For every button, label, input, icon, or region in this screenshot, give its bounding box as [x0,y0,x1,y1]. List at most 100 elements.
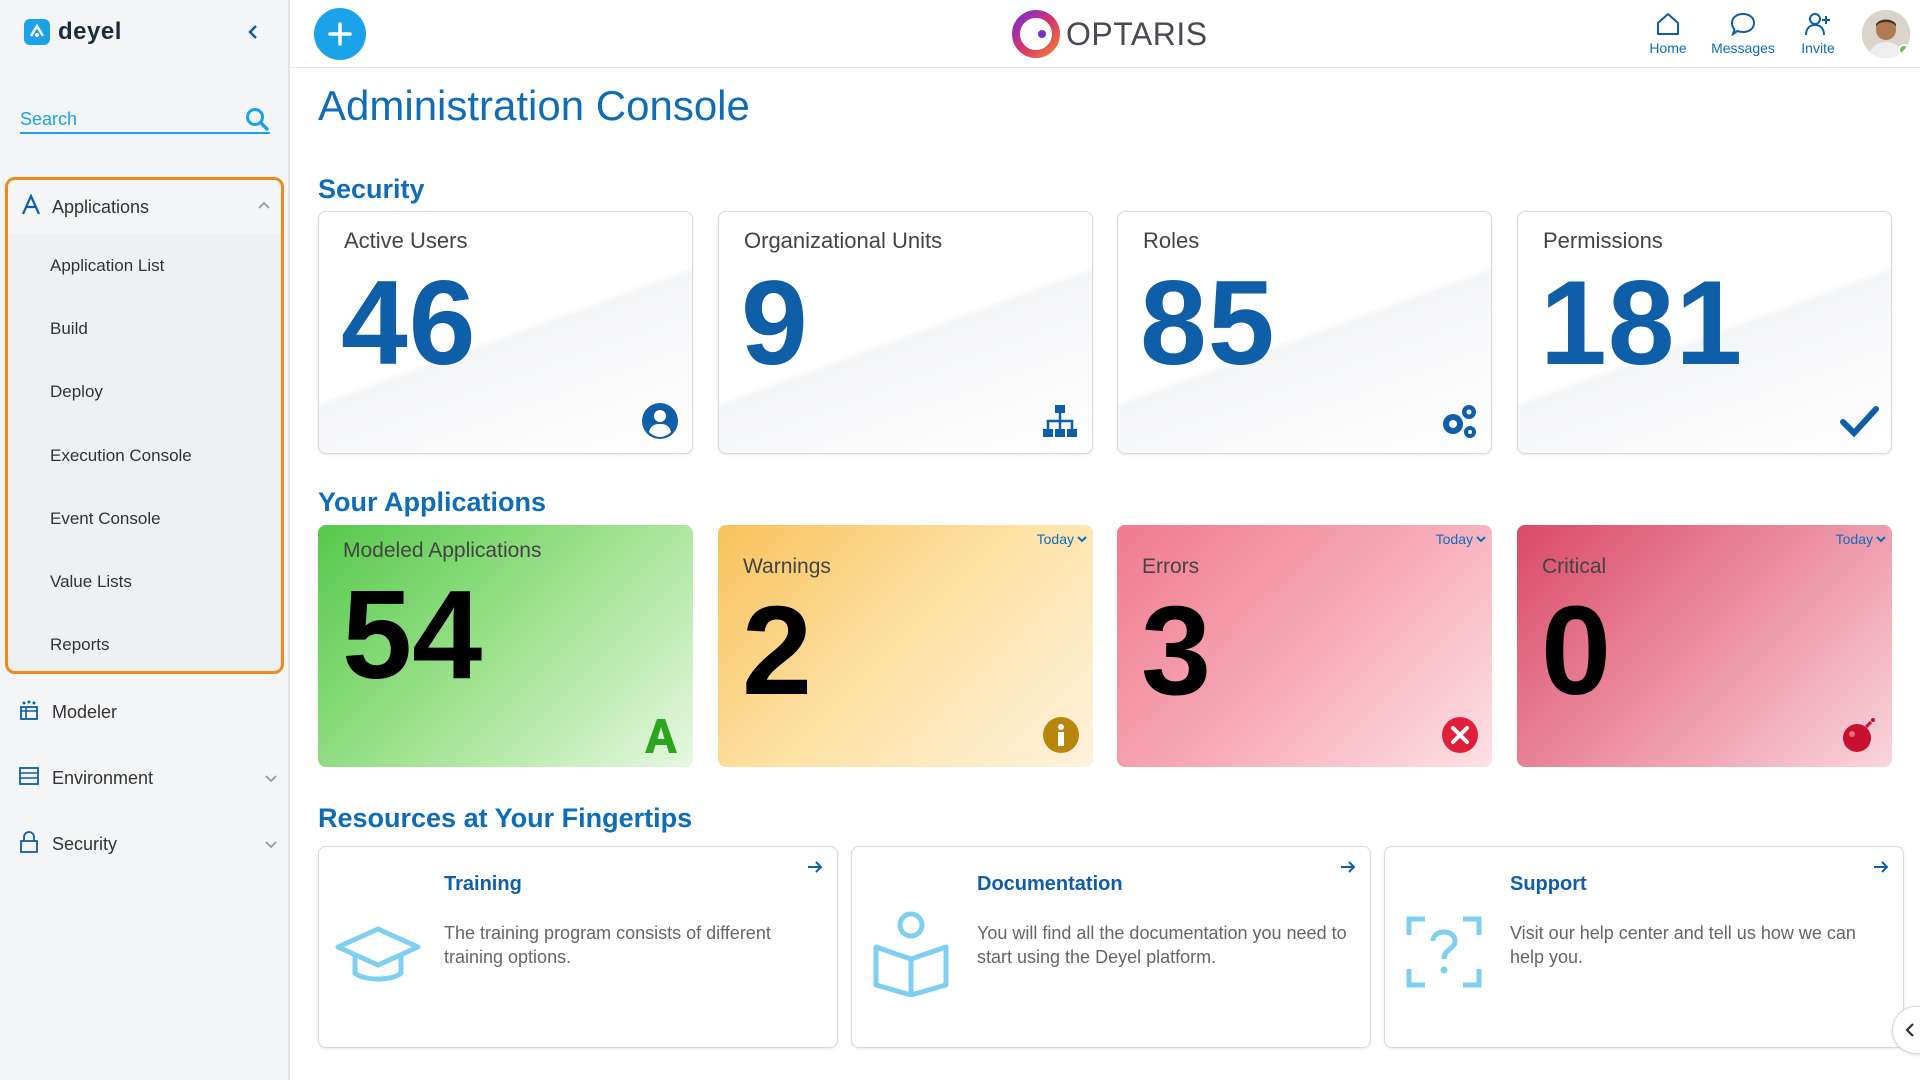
card-value: 54 [342,564,483,705]
card-description: Visit our help center and tell us how we… [1510,923,1856,968]
info-icon [1041,715,1081,755]
today-dropdown[interactable]: Today [1037,531,1087,547]
arrow-right-icon[interactable] [805,857,825,877]
sidebar: deyel Applications Application List Buil… [0,0,290,1080]
chevron-down-icon[interactable] [264,836,278,857]
card-title: Documentation [977,873,1123,895]
applications-icon [20,192,42,221]
card-title: Training [444,873,522,895]
brand-text: OPTARIS [1066,15,1208,52]
card-label: Roles [1143,228,1200,253]
applications-menu-group: Applications Application List Build Depl… [5,177,284,674]
help-question-icon [1399,907,1489,997]
roles-card[interactable]: Roles 85 [1117,211,1492,454]
card-value: 181 [1540,256,1744,390]
card-value: 0 [1541,580,1612,721]
top-bar: OPTARIS Home Messages Invite [290,0,1920,68]
letter-a-icon [641,715,681,755]
errors-card[interactable]: Today Errors 3 [1117,525,1492,767]
avatar[interactable] [1862,10,1910,58]
card-value: 85 [1140,256,1276,390]
chevron-down-icon [1077,536,1087,543]
bomb-icon [1840,715,1880,755]
card-value: 46 [341,256,477,390]
home-label: Home [1649,40,1687,56]
card-label: Critical [1542,555,1607,578]
card-title: Support [1510,873,1587,895]
add-button[interactable] [314,8,366,60]
modeled-applications-card[interactable]: Modeled Applications 54 [318,525,693,767]
arrow-right-icon[interactable] [1338,857,1358,877]
applications-section-title: Your Applications [318,487,547,517]
sidebar-subitem-value-lists[interactable]: Value Lists [50,572,132,592]
sidebar-item-applications[interactable]: Applications [8,180,281,234]
invite-icon [1805,13,1830,36]
optaris-logo: OPTARIS [1010,8,1208,60]
sidebar-item-security[interactable]: Security [18,824,278,864]
error-icon [1440,715,1480,755]
deyel-logo[interactable]: deyel [24,18,122,46]
card-description: The training program consists of differe… [444,923,771,968]
page-title: Administration Console [318,82,750,129]
search-icon[interactable] [244,106,270,132]
card-label: Modeled Applications [343,539,542,562]
card-description: You will find all the documentation you … [977,923,1347,968]
sidebar-subitem-event-console[interactable]: Event Console [50,508,161,528]
collapse-sidebar-button[interactable] [244,22,264,42]
home-icon [1657,13,1679,35]
sidebar-subitem-execution-console[interactable]: Execution Console [50,445,192,465]
messages-label: Messages [1711,40,1775,56]
sidebar-subitem-build[interactable]: Build [50,318,88,338]
permissions-card[interactable]: Permissions 181 [1517,211,1892,454]
plus-icon [328,22,352,46]
online-status-dot [1898,44,1910,56]
card-label: Warnings [743,555,831,578]
sidebar-subitem-application-list[interactable]: Application List [50,255,165,275]
sidebar-subitem-deploy[interactable]: Deploy [50,382,103,402]
today-dropdown[interactable]: Today [1836,531,1886,547]
graduation-cap-icon [333,907,423,997]
documentation-card[interactable]: Documentation You will find all the docu… [851,846,1371,1048]
user-circle-icon [640,401,680,441]
messages-button[interactable]: Messages [1708,10,1778,56]
chevron-up-icon[interactable] [257,198,271,217]
chevron-left-icon [248,25,257,39]
sidebar-subitem-reports[interactable]: Reports [50,635,110,655]
critical-card[interactable]: Today Critical 0 [1517,525,1892,767]
invite-label: Invite [1801,40,1835,56]
card-label: Organizational Units [744,228,943,253]
arrow-right-icon[interactable] [1871,857,1891,877]
search-input[interactable] [20,106,230,132]
sidebar-item-environment[interactable]: Environment [18,758,278,798]
home-button[interactable]: Home [1633,10,1703,56]
chevron-left-icon [1905,1023,1914,1037]
warnings-card[interactable]: Today Warnings 2 [718,525,1093,767]
today-dropdown[interactable]: Today [1436,531,1486,547]
sidebar-item-label: Security [52,833,118,854]
organizational-units-card[interactable]: Organizational Units 9 [718,211,1093,454]
sidebar-item-label: Applications [52,196,150,217]
card-label: Active Users [344,228,468,253]
optaris-logo-icon [1012,10,1060,58]
card-value: 2 [742,580,813,721]
org-chart-icon [1040,401,1080,441]
chevron-down-icon [1876,536,1886,543]
card-label: Errors [1142,555,1200,578]
active-users-card[interactable]: Active Users 46 [318,211,693,454]
logo-text: deyel [58,18,122,45]
sidebar-item-modeler[interactable]: Modeler [18,692,278,732]
security-section-title: Security [318,174,425,204]
chat-icon [1730,12,1756,37]
check-icon [1839,401,1879,441]
resources-section-title: Resources at Your Fingertips [318,803,693,833]
sidebar-item-label: Environment [52,767,154,788]
invite-button[interactable]: Invite [1783,10,1853,56]
chevron-down-icon[interactable] [264,770,278,791]
training-card[interactable]: Training The training program consists o… [318,846,838,1048]
lock-icon [18,830,40,858]
card-value: 3 [1141,580,1212,721]
support-card[interactable]: Support Visit our help center and tell u… [1384,846,1904,1048]
search-field [20,106,270,134]
deyel-logo-icon [24,19,50,45]
gears-icon [1439,401,1479,441]
